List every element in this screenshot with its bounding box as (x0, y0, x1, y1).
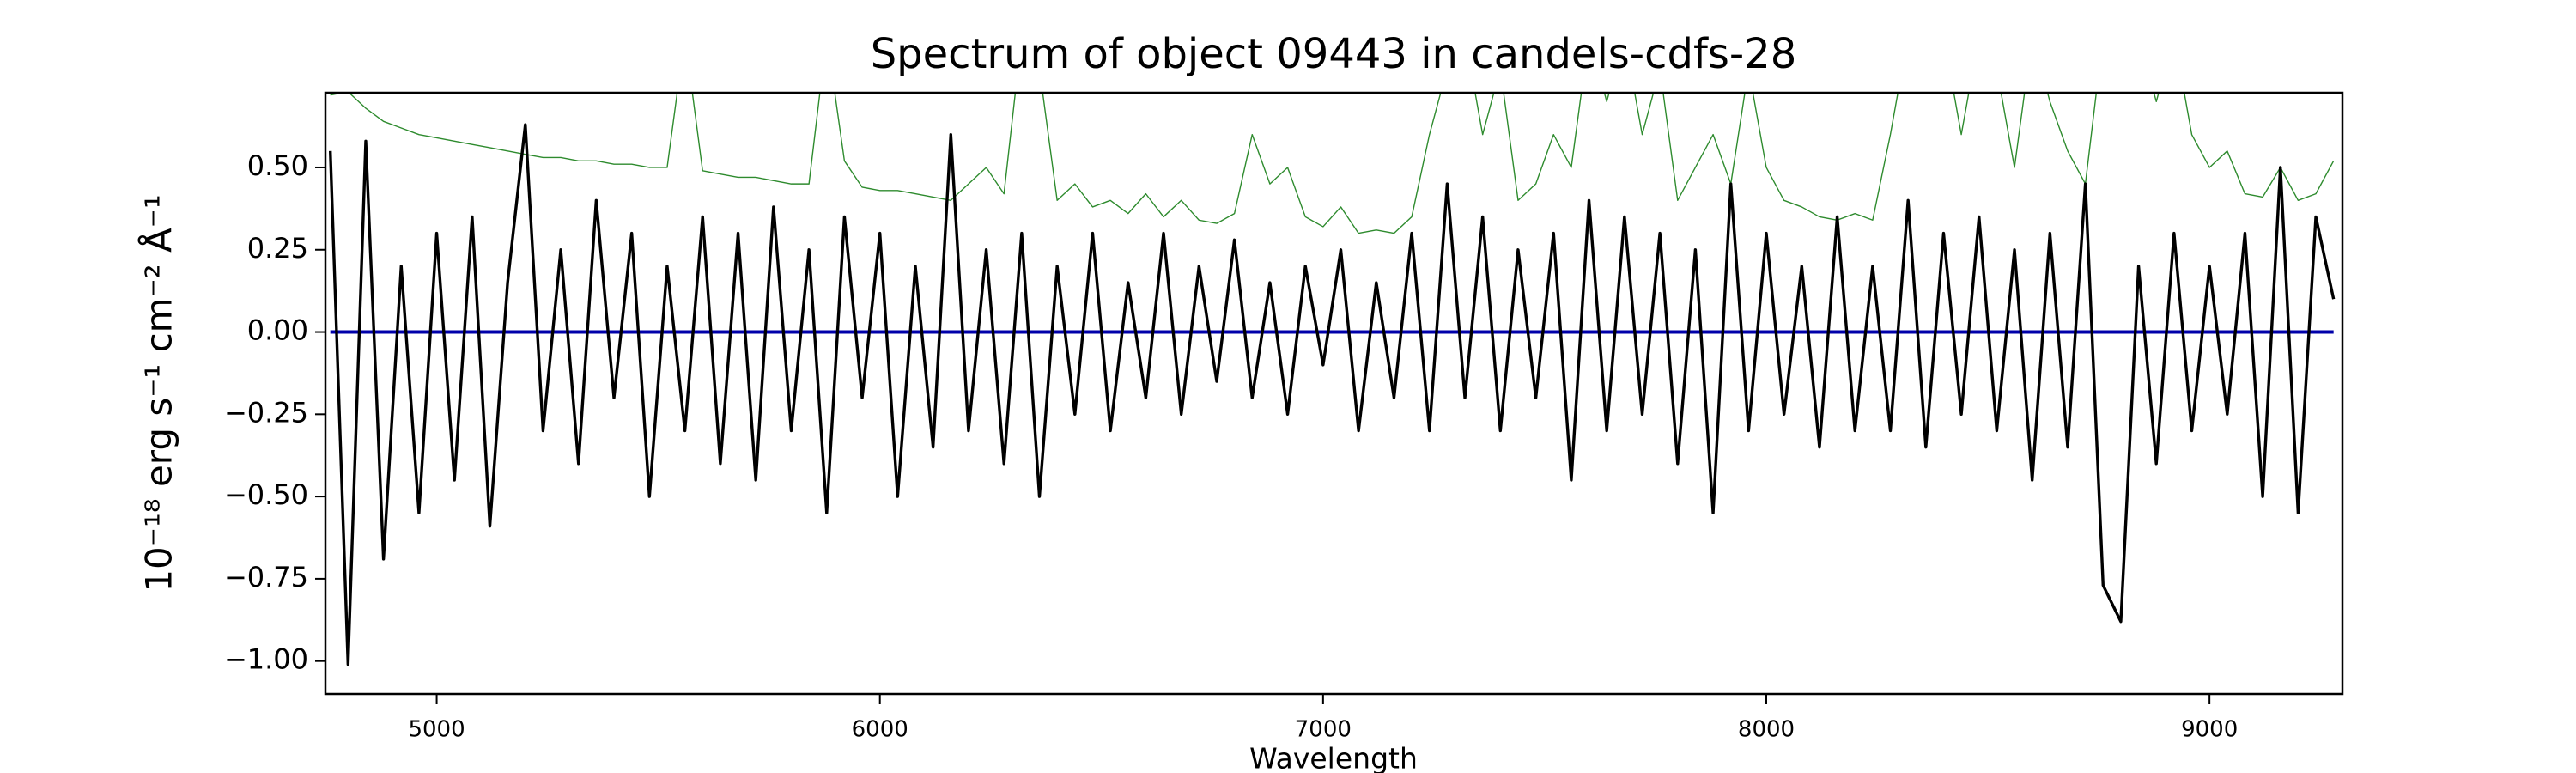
x-tick-label: 5000 (408, 717, 465, 743)
x-tick-label: 6000 (852, 717, 908, 743)
x-axis-label: Wavelength (1249, 742, 1418, 773)
y-tick-label: −0.75 (224, 561, 308, 593)
spectrum-line (330, 93, 2335, 234)
y-tick-label: 0.50 (247, 149, 308, 182)
spectrum-line (328, 123, 2336, 666)
y-tick-label: −0.50 (224, 478, 308, 511)
y-tick-label: −0.25 (224, 396, 308, 429)
x-tick-label: 8000 (1738, 717, 1795, 743)
plot-area (328, 93, 2336, 666)
y-tick-label: 0.00 (247, 314, 308, 347)
x-tick-label: 9000 (2181, 717, 2238, 743)
chart-title: Spectrum of object 09443 in candels-cdfs… (871, 30, 1797, 78)
y-tick-label: 0.25 (247, 232, 308, 265)
y-tick-label: −1.00 (224, 643, 308, 676)
x-tick-label: 7000 (1295, 717, 1352, 743)
y-axis-label: 10⁻¹⁸ erg s⁻¹ cm⁻² Å⁻¹ (137, 194, 180, 592)
axes-frame (324, 91, 2344, 696)
